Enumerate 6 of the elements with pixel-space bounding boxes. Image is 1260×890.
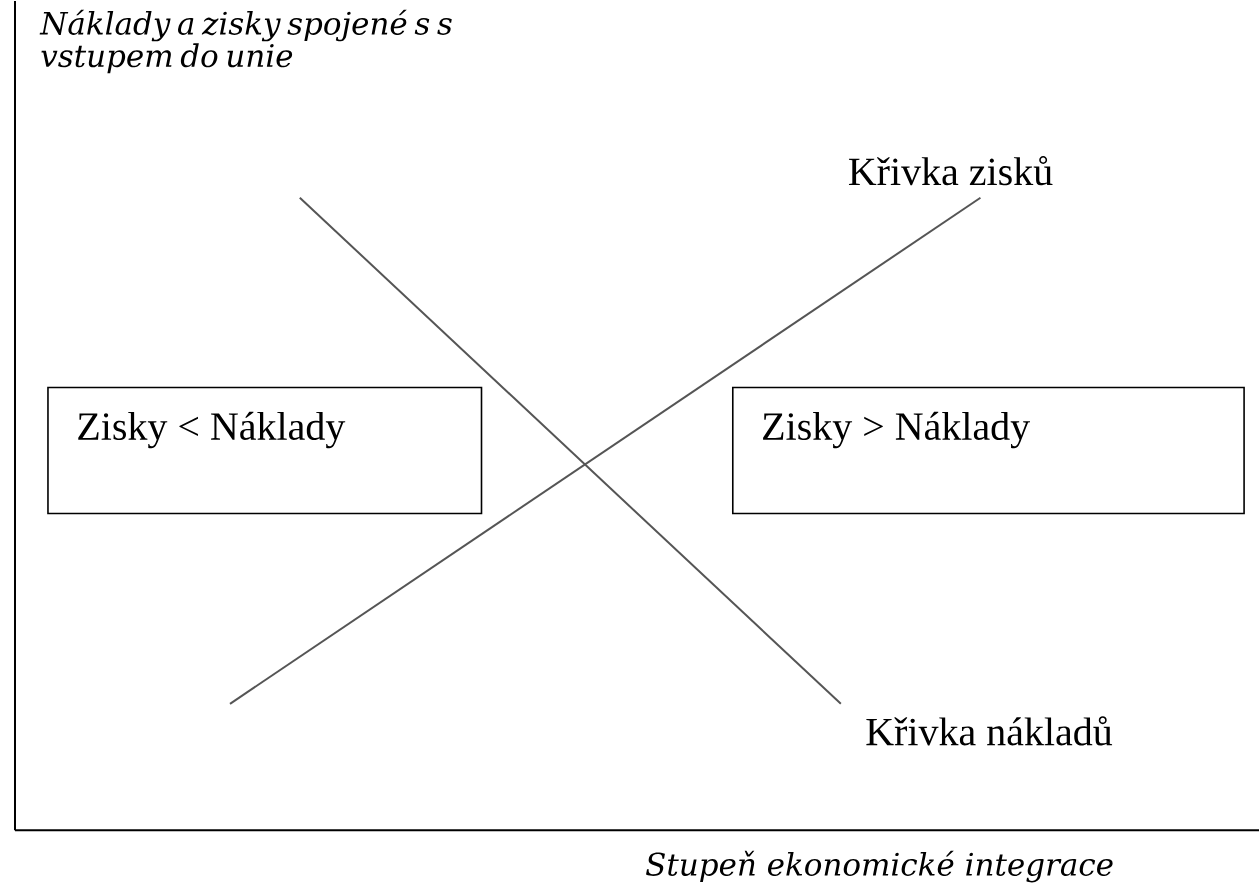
- y-axis-title: Náklady a zisky spojené s s vstupem do unie: [39, 9, 452, 74]
- annotation: Zisky < Náklady: [78, 411, 346, 449]
- annotation: Zisky > Náklady: [763, 411, 1030, 449]
- series-label: Křivka nákladů: [866, 716, 1113, 746]
- x-axis-title: Stupeň ekonomické integrace: [646, 850, 1113, 883]
- series-label: Křivka zisků: [848, 155, 1053, 186]
